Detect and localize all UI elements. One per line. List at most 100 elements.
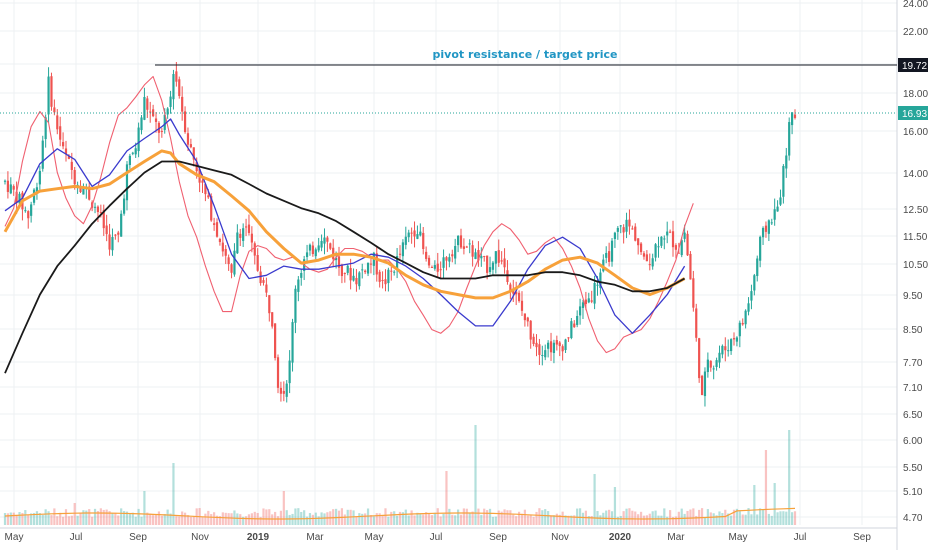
candle-body [314,249,317,257]
volume-bar [782,511,785,525]
volume-bar [422,514,425,525]
volume-bar [355,516,358,525]
volume-bar [573,515,576,525]
candle-body [654,244,657,258]
volume-bar [186,515,190,525]
candle-body [178,79,181,96]
volume-bar [120,508,123,525]
candle-body [576,315,579,325]
candle-body [146,98,149,110]
candle-body [189,144,192,148]
candle-body [114,234,117,236]
y-tick-label: 5.10 [903,487,923,498]
volume-bar [581,512,585,525]
volume-bar [471,511,474,525]
candle-body [628,219,631,227]
candle-body [160,130,163,132]
volume-bar [506,510,509,525]
volume-bar [393,511,396,525]
volume-bar [459,514,463,525]
x-tick-label: May [365,532,384,543]
candle-body [163,114,166,130]
volume-bar [140,516,143,525]
candle-body [625,219,628,232]
volume-bar [631,510,634,525]
candle-body [709,360,712,368]
volume-bar [645,515,648,525]
candle-body [201,180,204,183]
candle-body [340,264,344,277]
candle-body [326,237,329,242]
volume-bar [311,514,314,525]
candle-body [732,338,736,340]
volume-bar [700,508,704,525]
candle-body [721,345,724,355]
candle-body [471,245,474,257]
volume-ma-line [4,507,796,520]
volume-bar [59,512,62,525]
candle-body [718,352,721,363]
candle-body [294,288,297,323]
candle-body [727,350,730,352]
volume-bar [567,515,570,525]
candle-body [297,279,300,292]
resistance-price-badge [898,58,928,72]
volume-bar [230,513,233,525]
candle-body [64,148,68,155]
candle-body [683,232,686,239]
candle-body [154,118,158,122]
candle-body [700,375,704,396]
candle-body [47,76,50,115]
candle-body [349,268,352,281]
volume-bar [680,508,683,525]
candle-body [442,257,445,268]
volume-bar [637,514,640,525]
candle-body [70,161,73,170]
volume-bar [175,516,178,525]
volume-bar [32,512,36,525]
candle-body [352,275,355,281]
volume-bar [793,511,797,525]
volume-bar [323,513,326,525]
candle-body [558,342,561,347]
volume-bar [178,516,181,525]
candle-body [715,360,718,368]
ma-line-1 [4,75,694,354]
candle-body [239,233,242,238]
volume-bar [154,514,158,525]
volume-bar [372,516,375,525]
candle-body [262,280,265,283]
candle-body [50,76,53,107]
candle-body [622,227,625,233]
volume-bar [520,513,524,525]
x-tick-label: Sep [489,532,507,543]
volume-bar [108,511,111,525]
volume-bar [88,509,91,525]
volume-bar [67,516,70,525]
candle-body [204,183,207,195]
volume-bar [215,515,219,525]
volume-bar [369,515,373,525]
volume-bar [224,512,227,525]
volume-bar [395,515,399,525]
volume-bar [38,513,41,525]
candle-body [390,270,393,272]
candle-body [381,279,384,281]
volume-bar [207,510,210,525]
y-tick-label: 7.70 [903,358,923,369]
volume-bar [741,514,744,525]
candle-body [436,263,439,272]
volume-bar [761,509,765,525]
volume-bar [454,515,457,525]
volume-bar [753,485,756,525]
volume-bar [549,515,553,525]
candle-body [657,246,660,248]
candle-body [512,289,515,294]
candle-body [738,322,741,337]
volume-bar [47,511,50,525]
candle-body [416,234,419,239]
volume-bar [535,511,538,525]
candle-body [773,209,776,220]
volume-bar [718,511,721,525]
volume-bar [433,512,436,525]
